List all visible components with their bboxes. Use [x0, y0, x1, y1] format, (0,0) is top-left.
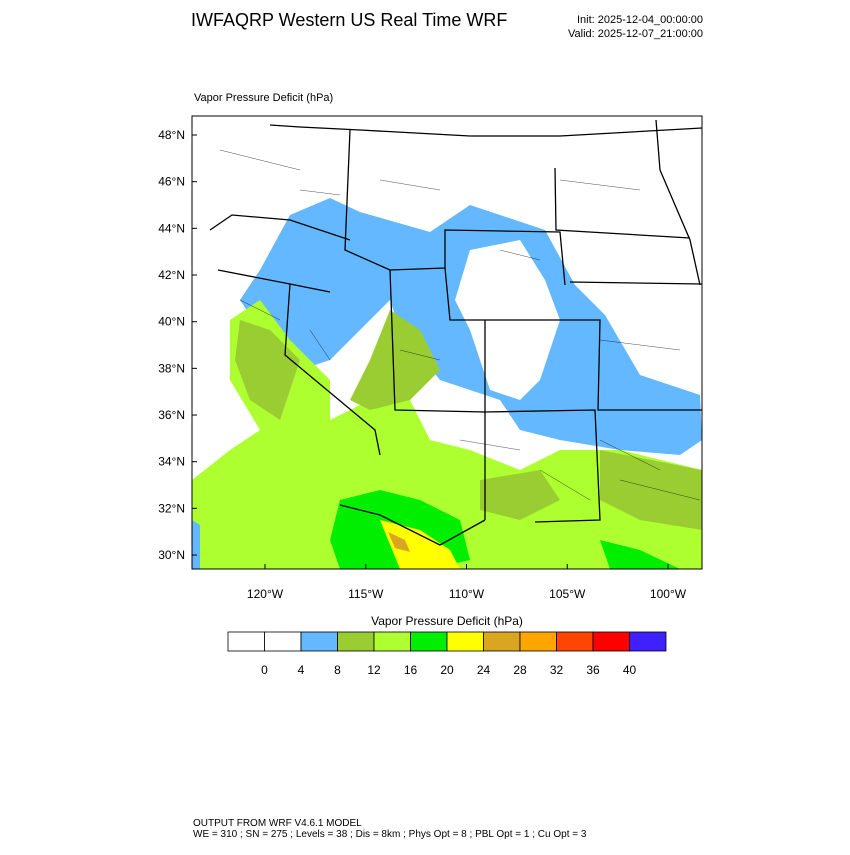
colorbar-box — [264, 631, 302, 652]
colorbar-label: 16 — [404, 663, 418, 677]
colorbar-title: Vapor Pressure Deficit (hPa) — [371, 614, 523, 628]
colorbar-label: 24 — [477, 663, 491, 677]
colorbar-label: 0 — [261, 663, 268, 677]
colorbar-label: 20 — [440, 663, 454, 677]
colorbar-label: 12 — [367, 663, 381, 677]
colorbar-box — [337, 631, 375, 652]
colorbar-box — [519, 631, 557, 652]
colorbar-box — [410, 631, 448, 652]
title: IWFAQRP Western US Real Time WRF — [191, 10, 507, 30]
lat-label: 30°N — [158, 548, 185, 562]
colorbar-box — [300, 631, 338, 652]
field-label: Vapor Pressure Deficit (hPa) — [194, 92, 333, 104]
lat-label: 34°N — [158, 455, 185, 469]
lat-label: 40°N — [158, 315, 185, 329]
lon-label: 105°W — [549, 587, 586, 601]
colorbar-box — [556, 631, 594, 652]
footer-line: WE = 310 ; SN = 275 ; Levels = 38 ; Dis … — [193, 829, 587, 840]
lon-label: 100°W — [650, 587, 687, 601]
lat-label: 42°N — [158, 268, 185, 282]
lon-label: 110°W — [449, 587, 485, 601]
lon-label: 115°W — [348, 587, 384, 601]
lat-label: 48°N — [158, 128, 185, 142]
colorbar-box — [373, 631, 411, 652]
valid-time: Valid: 2025-12-07_21:00:00 — [568, 28, 703, 40]
colorbar-label: 36 — [586, 663, 600, 677]
colorbar-label: 4 — [298, 663, 305, 677]
colorbar-box — [629, 631, 667, 652]
colorbar: Vapor Pressure Deficit (hPa) 0 4 8 12 16 20 24… — [227, 614, 667, 677]
lat-label: 46°N — [158, 175, 185, 189]
lat-label: 36°N — [158, 408, 185, 422]
footer-line: OUTPUT FROM WRF V4.6.1 MODEL — [193, 818, 362, 829]
lat-label: 32°N — [158, 501, 185, 515]
colorbar-label: 40 — [623, 663, 637, 677]
colorbar-box — [483, 631, 521, 652]
map — [191, 115, 703, 570]
colorbar-label: 28 — [513, 663, 527, 677]
lat-label: 44°N — [158, 221, 185, 235]
colorbar-box — [446, 631, 484, 652]
lat-label: 38°N — [158, 361, 185, 375]
lon-label: 120°W — [247, 587, 284, 601]
colorbar-box — [227, 631, 265, 652]
init-time: Init: 2025-12-04_00:00:00 — [577, 14, 703, 26]
colorbar-label: 8 — [334, 663, 341, 677]
colorbar-label: 32 — [550, 663, 564, 677]
colorbar-box — [592, 631, 630, 652]
